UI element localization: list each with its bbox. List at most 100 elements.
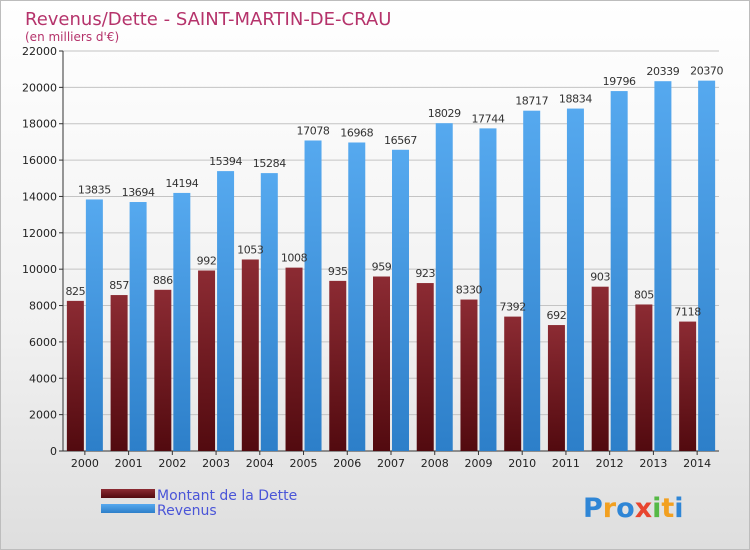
data-label: 13694 <box>122 186 155 199</box>
chart-title: Revenus/Dette - SAINT-MARTIN-DE-CRAU <box>25 9 391 30</box>
logo-letter: o <box>616 493 635 524</box>
y-tick-label: 6000 <box>29 336 57 349</box>
bar-dette-2003 <box>198 270 216 451</box>
bar-revenus-2005 <box>304 140 322 451</box>
y-tick-label: 10000 <box>22 263 57 276</box>
logo-letter: r <box>603 493 617 524</box>
bar-dette-2005 <box>285 267 303 451</box>
legend-label-dette: Montant de la Dette <box>157 488 297 504</box>
bar-dette-2013 <box>635 304 653 451</box>
x-tick-label: 2013 <box>639 457 667 470</box>
bar-revenus-2012 <box>610 91 628 451</box>
x-tick-label: 2014 <box>683 457 711 470</box>
bar-dette-2001 <box>110 295 128 451</box>
data-label: 692 <box>547 309 567 322</box>
bar-revenus-2001 <box>129 202 147 451</box>
bar-dette-2006 <box>329 280 347 451</box>
data-label: 959 <box>372 261 392 274</box>
logo-letter: t <box>661 493 674 524</box>
logo-letter: P <box>583 493 603 524</box>
bar-revenus-2008 <box>435 123 453 451</box>
bar-dette-2002 <box>154 289 172 451</box>
y-tick-label: 20000 <box>22 81 57 94</box>
bar-dette-2010 <box>504 316 522 451</box>
legend-swatch-dette <box>101 489 155 498</box>
data-label: 15394 <box>209 155 242 168</box>
data-label: 825 <box>65 285 85 298</box>
data-label: 14194 <box>165 177 198 190</box>
data-label: 13835 <box>78 183 111 196</box>
legend-swatch-revenus <box>101 504 155 513</box>
y-tick-label: 18000 <box>22 118 57 131</box>
data-label: 903 <box>590 271 610 284</box>
x-tick-label: 2001 <box>115 457 143 470</box>
data-label: 992 <box>197 255 217 268</box>
y-tick-label: 0 <box>50 445 57 458</box>
logo-letter: i <box>674 493 683 524</box>
x-tick-label: 2004 <box>246 457 274 470</box>
bar-revenus-2014 <box>698 80 716 452</box>
data-label: 19796 <box>603 75 636 88</box>
bar-dette-2008 <box>416 283 434 451</box>
y-tick-label: 22000 <box>22 45 57 58</box>
bar-revenus-2010 <box>523 110 541 451</box>
data-labels: 825 13835 857 13694 886 14194 992 15394 1053 1528… <box>65 65 723 322</box>
data-label: 886 <box>153 274 173 287</box>
x-tick-label: 2007 <box>377 457 405 470</box>
logo-letter: i <box>652 493 661 524</box>
x-tick-label: 2006 <box>333 457 361 470</box>
x-axis: 2000 2001 2002 2003 2004 2005 2006 2007 2008 2009… <box>71 451 711 470</box>
data-label: 18029 <box>428 107 461 120</box>
x-tick-label: 2005 <box>290 457 318 470</box>
bar-revenus-2002 <box>173 192 191 451</box>
bar-revenus-2009 <box>479 128 497 451</box>
bar-revenus-2007 <box>392 149 409 452</box>
data-label: 17078 <box>297 124 330 137</box>
data-label: 7392 <box>499 301 525 314</box>
data-label: 805 <box>634 288 654 301</box>
bar-dette-2004 <box>241 259 259 451</box>
data-label: 18834 <box>559 93 592 106</box>
bar-dette-2011 <box>547 325 565 451</box>
logo-letter: x <box>635 493 652 524</box>
legend-label-revenus: Revenus <box>157 503 217 519</box>
y-tick-label: 16000 <box>22 154 57 167</box>
data-label: 15284 <box>253 157 286 170</box>
bar-revenus-2000 <box>85 199 103 451</box>
data-label: 16968 <box>340 126 373 139</box>
x-tick-label: 2011 <box>552 457 580 470</box>
data-label: 8330 <box>456 284 483 297</box>
y-tick-label: 4000 <box>29 372 57 385</box>
bar-dette-2000 <box>66 300 84 451</box>
data-label: 923 <box>415 267 435 280</box>
y-tick-label: 8000 <box>29 300 57 313</box>
data-label: 16567 <box>384 134 417 147</box>
chart-subtitle: (en milliers d'€) <box>25 30 119 44</box>
bar-dette-2009 <box>460 299 478 451</box>
bar-revenus-2004 <box>260 173 278 452</box>
x-tick-label: 2002 <box>158 457 186 470</box>
bars <box>66 80 716 452</box>
y-tick-label: 14000 <box>22 190 57 203</box>
data-label: 1053 <box>237 243 264 256</box>
x-tick-label: 2009 <box>464 457 492 470</box>
x-tick-label: 2003 <box>202 457 230 470</box>
bar-dette-2007 <box>373 276 390 451</box>
data-label: 20339 <box>646 65 679 78</box>
x-tick-label: 2012 <box>596 457 624 470</box>
data-label: 1008 <box>281 252 308 265</box>
data-label: 857 <box>109 279 129 292</box>
data-label: 935 <box>328 265 348 278</box>
bar-revenus-2011 <box>566 108 584 452</box>
bar-revenus-2006 <box>348 142 366 451</box>
grid <box>63 50 719 452</box>
bar-revenus-2003 <box>217 171 235 452</box>
bar-dette-2012 <box>591 286 609 451</box>
bar-revenus-2013 <box>654 81 672 451</box>
bar-dette-2014 <box>679 321 697 451</box>
x-tick-label: 2008 <box>421 457 449 470</box>
data-label: 17744 <box>471 112 504 125</box>
